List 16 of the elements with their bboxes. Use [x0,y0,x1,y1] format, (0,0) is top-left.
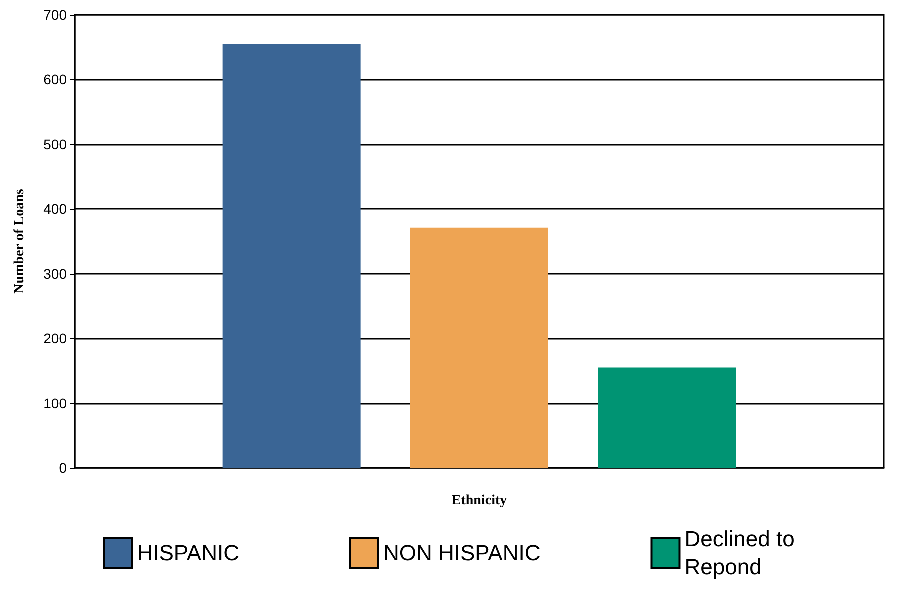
y-tick-label: 100 [44,395,68,412]
y-axis-title: Number of Loans [12,188,28,294]
y-tick-label: 0 [59,460,68,476]
y-tick-label: 600 [44,72,68,88]
bar [222,44,361,468]
y-tick-label: 300 [44,266,68,282]
bar [410,228,548,468]
legend-label: NON HISPANIC [383,540,541,566]
y-tick-label: 200 [44,330,68,347]
bar [598,368,736,468]
legend-label: Declined to Repond [684,526,795,580]
x-axis-title: Ethnicity [452,494,508,508]
y-tick-label: 700 [44,7,68,23]
legend-label: HISPANIC [137,540,240,566]
y-tick-label: 500 [44,136,68,152]
y-tick-label: 400 [44,201,68,218]
